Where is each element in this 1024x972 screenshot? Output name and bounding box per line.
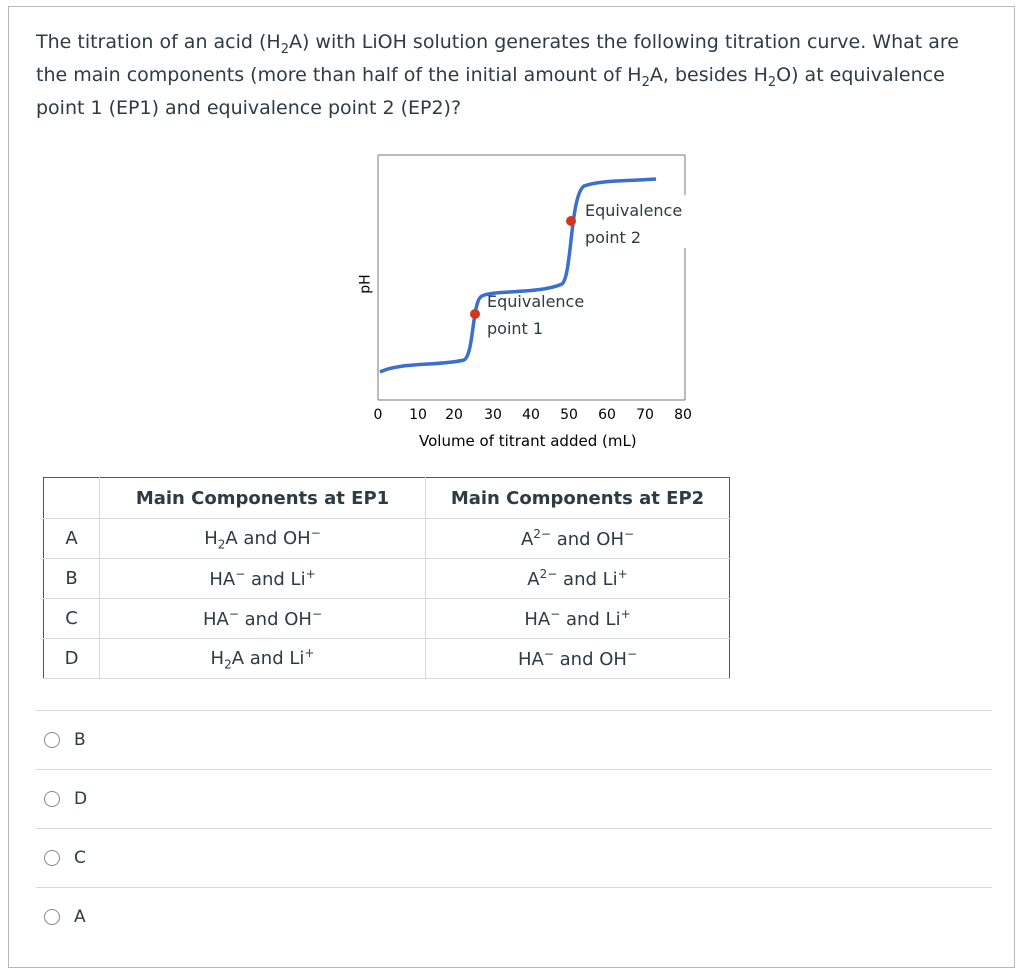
table-row: A H2A and OH− A2− and OH− — [43, 518, 730, 559]
ep1-cell: H2A and OH− — [99, 518, 426, 559]
table-row: C HA− and OH− HA− and Li+ — [43, 598, 730, 639]
question-text: The titration of an acid (H2A) with LiOH… — [36, 31, 959, 119]
row-letter: B — [43, 558, 100, 599]
question-frame — [8, 6, 1015, 968]
radio-button[interactable] — [44, 909, 60, 925]
x-tick-label: 40 — [522, 407, 540, 423]
answer-option[interactable]: B — [36, 710, 992, 769]
equivalence-point-2-marker — [566, 216, 576, 226]
x-tick-label: 50 — [560, 407, 578, 423]
radio-button[interactable] — [44, 732, 60, 748]
ep2-cell: HA− and Li+ — [425, 598, 730, 639]
components-table: Main Components at EP1 Main Components a… — [43, 477, 730, 679]
y-axis-label: pH — [357, 274, 374, 294]
x-tick-label: 30 — [484, 407, 502, 423]
answer-option[interactable]: C — [36, 828, 992, 887]
x-tick-label: 60 — [598, 407, 616, 423]
header-blank — [43, 477, 100, 519]
answer-label: A — [74, 907, 86, 927]
radio-button[interactable] — [44, 850, 60, 866]
table-row: B HA− and Li+ A2− and Li+ — [43, 558, 730, 599]
answer-option[interactable]: D — [36, 769, 992, 828]
answer-label: B — [74, 730, 86, 750]
x-tick-label: 70 — [636, 407, 654, 423]
answer-label: D — [74, 789, 88, 809]
ep2-cell: A2− and Li+ — [425, 558, 730, 599]
equivalence-point-2-label: Equivalence point 2 — [585, 201, 683, 247]
table-row: D H2A and Li+ HA− and OH− — [43, 638, 730, 679]
row-letter: C — [43, 598, 100, 639]
row-letter: A — [43, 518, 100, 559]
equivalence-point-1-label: Equivalence point 1 — [487, 292, 585, 338]
ep2-cell: A2− and OH− — [425, 518, 730, 559]
header-ep1: Main Components at EP1 — [99, 477, 426, 519]
answer-label: C — [74, 848, 86, 868]
radio-button[interactable] — [44, 791, 60, 807]
ep2-cell: HA− and OH− — [425, 638, 730, 679]
ep1-cell: HA− and OH− — [99, 598, 426, 639]
x-tick-label: 10 — [409, 407, 427, 423]
answer-option[interactable]: A — [36, 887, 992, 946]
x-axis-label: Volume of titrant added (mL) — [419, 432, 637, 450]
row-letter: D — [43, 638, 100, 679]
x-tick-label: 20 — [445, 407, 463, 423]
ep1-cell: HA− and Li+ — [99, 558, 426, 599]
equivalence-point-1-marker — [470, 309, 480, 319]
header-ep2: Main Components at EP2 — [425, 477, 730, 519]
table-header-row: Main Components at EP1 Main Components a… — [43, 477, 730, 519]
ep1-cell: H2A and Li+ — [99, 638, 426, 679]
answer-choices: B D C A — [36, 710, 992, 946]
x-tick-label: 80 — [674, 407, 692, 423]
x-tick-label: 0 — [373, 407, 383, 423]
titration-curve — [379, 177, 657, 374]
